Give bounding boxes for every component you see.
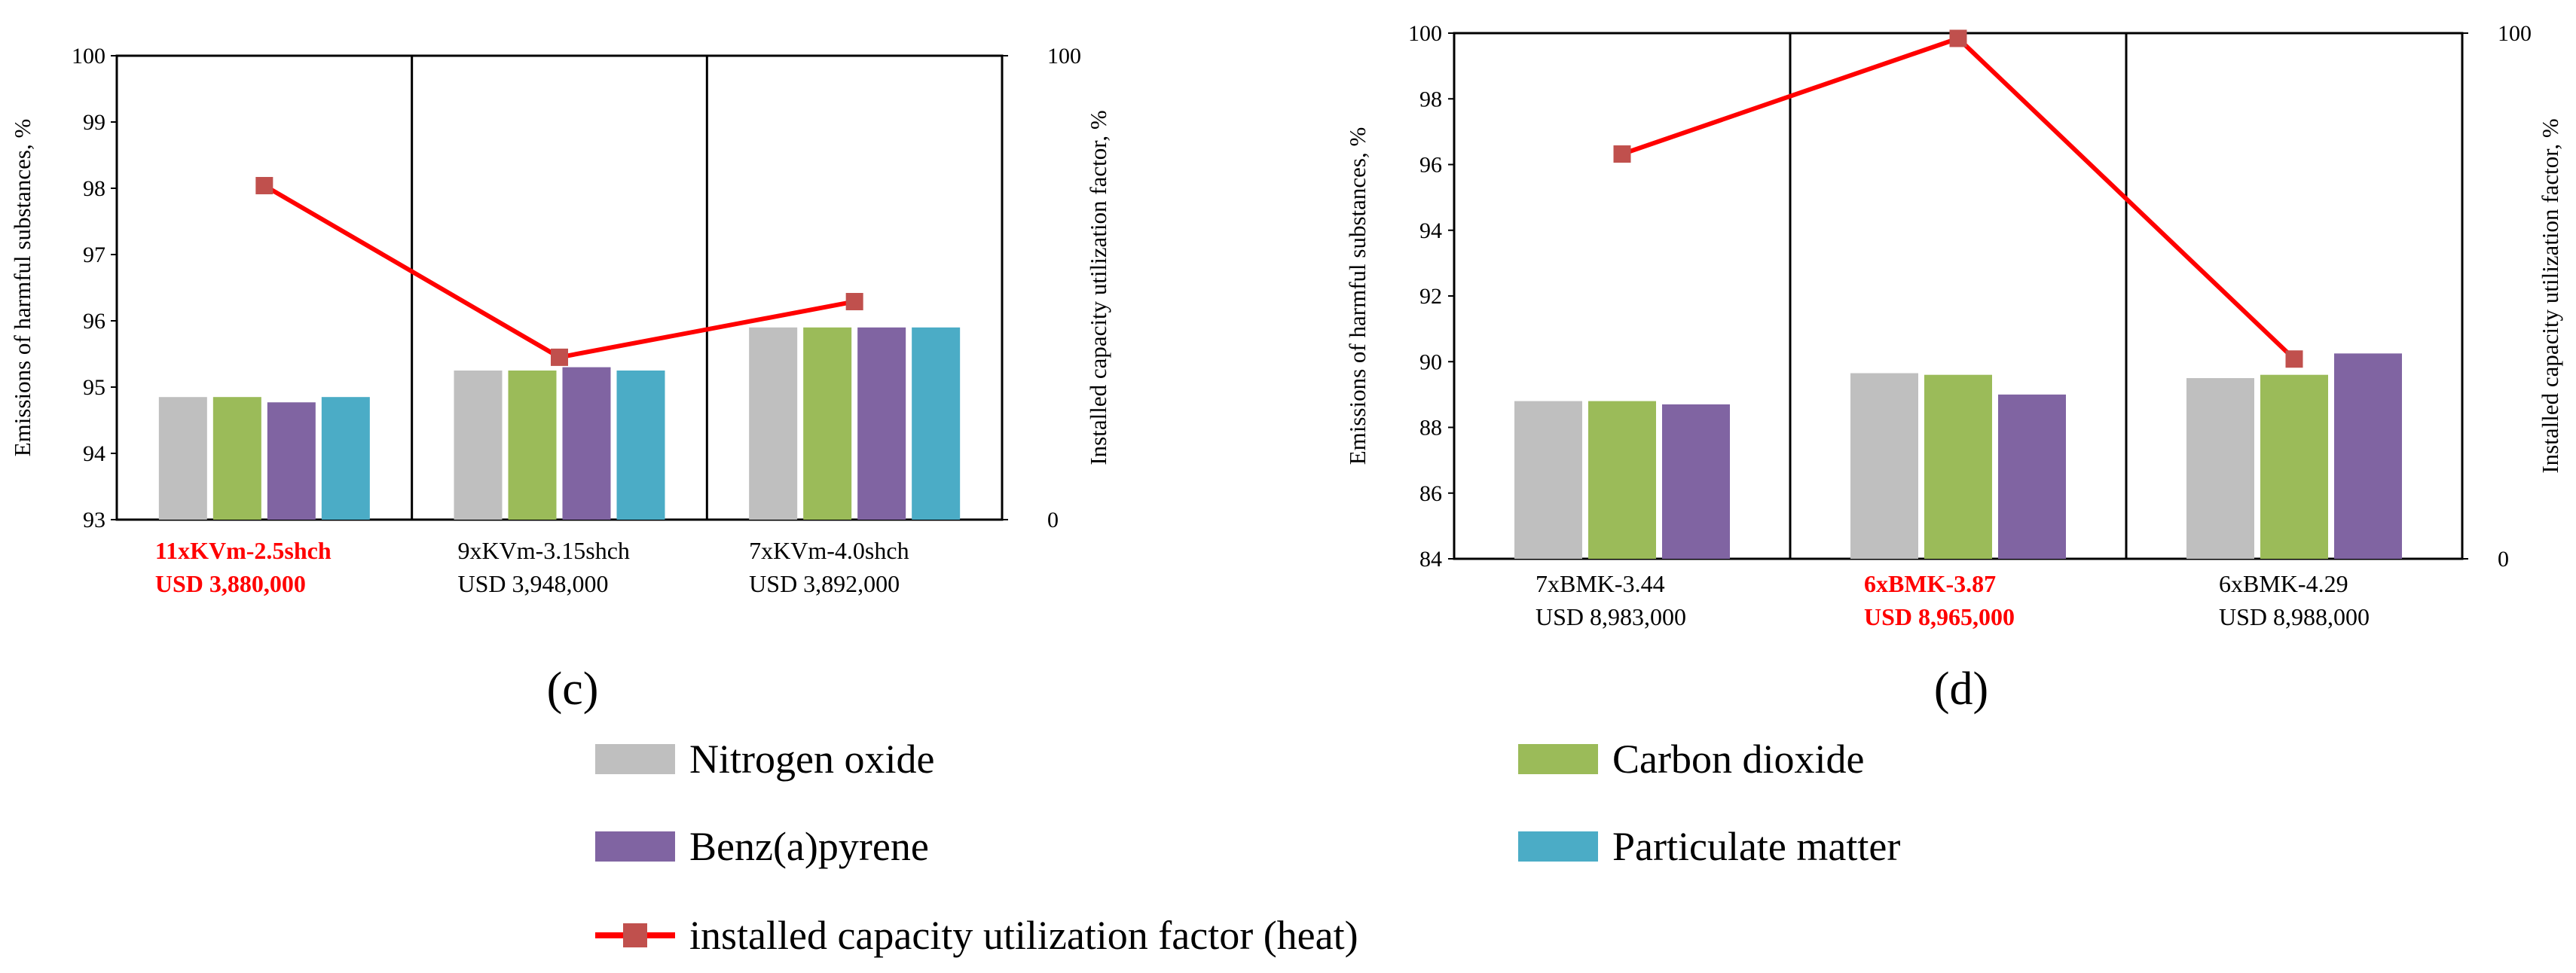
category-price-label: USD 8,988,000 [2219, 603, 2370, 630]
y2-tick-label: 0 [2498, 547, 2509, 572]
line-point [551, 348, 568, 366]
y-axis-title: Emissions of harmful substances, % [1344, 127, 1371, 465]
legend-swatch [1518, 744, 1598, 774]
legend-label: Nitrogen oxide [689, 737, 934, 782]
bar [803, 327, 852, 520]
bar [1588, 401, 1656, 559]
bar [454, 371, 503, 520]
bar [1924, 374, 1992, 559]
category-label: 7xBMK-3.44 [1536, 570, 1665, 597]
y-tick-label: 93 [83, 508, 105, 532]
y2-tick-label: 0 [1047, 508, 1059, 532]
category-price-label: USD 8,983,000 [1536, 603, 1686, 630]
bar [912, 327, 961, 520]
y-tick-label: 88 [1419, 416, 1442, 441]
legend-label: Carbon dioxide [1612, 737, 1864, 782]
y-tick-label: 96 [1419, 153, 1442, 178]
panel-caption: (d) [1934, 663, 1988, 715]
y2-axis-title: Installed capacity utilization factor, % [1085, 110, 1111, 465]
y-tick-label: 98 [83, 176, 105, 201]
bar [1998, 394, 2066, 559]
y-tick-label: 90 [1419, 349, 1442, 374]
y-tick-label: 100 [72, 44, 105, 69]
bar [2260, 374, 2328, 559]
category-price-label: USD 3,948,000 [458, 570, 609, 597]
y-tick-label: 94 [83, 441, 105, 466]
bar [508, 371, 557, 520]
panel-c-chart: 93 94 95 96 97 98 99 100 0 100 Emissions of harmfu… [9, 44, 1111, 715]
legend-swatch [595, 744, 675, 774]
bar [562, 367, 611, 520]
bar [857, 327, 906, 520]
legend-swatch [1518, 831, 1598, 862]
panel-d-chart: 84 86 88 90 92 94 96 98 100 0 100 Emissions of harm… [1344, 21, 2563, 715]
y-tick-label: 100 [1408, 21, 1442, 46]
bar [321, 397, 370, 520]
bar [2186, 378, 2254, 559]
y-tick-label: 92 [1419, 284, 1442, 309]
y-tick-label: 96 [83, 309, 105, 334]
line-point [2285, 350, 2303, 368]
category-price-label: USD 3,892,000 [749, 570, 900, 597]
category-label: 6xBMK-4.29 [2219, 570, 2348, 597]
y2-tick-label: 100 [2498, 21, 2532, 46]
y-axis-title: Emissions of harmful substances, % [9, 119, 35, 457]
legend: Nitrogen oxide Carbon dioxide Benz(a)pyren… [595, 737, 1900, 958]
y-tick-label: 95 [83, 375, 105, 400]
bar [212, 397, 261, 520]
category-label: 11xKVm-2.5shch [155, 537, 332, 564]
bar [749, 327, 798, 520]
category-label: 9xKVm-3.15shch [458, 537, 630, 564]
line-point [845, 292, 863, 310]
bar [2334, 353, 2402, 559]
y2-tick-label: 100 [1047, 44, 1081, 69]
panel-caption: (c) [547, 663, 599, 715]
line-point [255, 176, 273, 194]
bar [158, 397, 207, 520]
line-point [1949, 29, 1967, 47]
legend-label: Benz(a)pyrene [689, 824, 929, 869]
bar [616, 371, 665, 520]
legend-label: installed capacity utilization factor (h… [689, 913, 1358, 958]
y-tick-label: 84 [1419, 547, 1442, 572]
y-tick-label: 99 [83, 110, 105, 135]
y-tick-label: 98 [1419, 87, 1442, 111]
y-tick-label: 97 [83, 242, 105, 267]
legend-swatch [595, 831, 675, 862]
bar [1662, 404, 1730, 559]
y-tick-label: 86 [1419, 481, 1442, 506]
utilization-line [1621, 35, 2296, 361]
category-label: 6xBMK-3.87 [1864, 570, 1996, 597]
category-label: 7xKVm-4.0shch [749, 537, 909, 564]
category-price-label: USD 8,965,000 [1864, 603, 2015, 630]
category-price-label: USD 3,880,000 [155, 570, 306, 597]
bar [1850, 373, 1918, 559]
legend-marker [623, 923, 647, 947]
bar [1514, 401, 1582, 559]
legend-label: Particulate matter [1612, 824, 1900, 869]
plot-area-frame [115, 54, 1004, 521]
y2-axis-title: Installed capacity utilization factor, % [2537, 118, 2563, 473]
y-tick-label: 94 [1419, 218, 1442, 243]
line-point [1613, 145, 1631, 163]
bar [267, 402, 316, 520]
